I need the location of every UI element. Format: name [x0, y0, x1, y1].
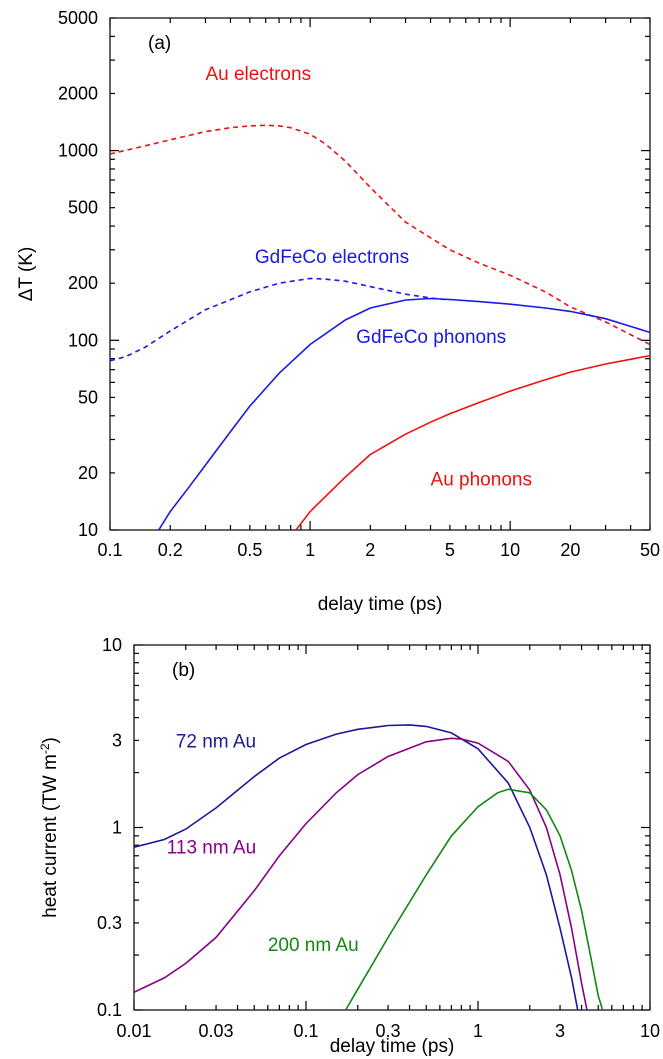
series-group: [110, 124, 650, 530]
series-line-gdfeco-electrons: [110, 277, 450, 362]
panel-label: (b): [172, 660, 195, 681]
y-tick-label: 1000: [58, 141, 98, 161]
series-line-au-phonons: [295, 354, 650, 530]
y-tick-label: 0.3: [97, 913, 122, 933]
y-tick-label: 5000: [58, 8, 98, 28]
y-tick-label: 50: [78, 387, 98, 407]
series-line-gdfeco-phonons: [157, 297, 650, 530]
series-label: Au electrons: [205, 64, 311, 85]
x-tick-label: 0.01: [116, 1021, 151, 1041]
series-line-113-nm-au: [134, 737, 588, 1010]
panel-label: (a): [148, 33, 171, 54]
x-axis-title: delay time (ps): [330, 1036, 455, 1057]
x-tick-label: 1: [305, 540, 315, 560]
series-line-72-nm-au: [134, 724, 579, 1010]
series-label: 200 nm Au: [268, 935, 359, 956]
y-axis-title: ΔT (K): [16, 247, 37, 302]
y-tick-label: 2000: [58, 83, 98, 103]
plot-frame: [109, 17, 651, 531]
x-tick-label: 2: [365, 540, 375, 560]
series-label: 113 nm Au: [167, 838, 256, 859]
y-tick-label: 1: [112, 818, 122, 838]
y-tick-label: 3: [112, 730, 122, 750]
panel-a: 0.1 0.2 0.5 1 2 5 10 20 50 10 20 50 100 200 500 1000 200…: [16, 8, 660, 615]
series-line-au-electrons: [110, 124, 650, 346]
x-tick-label: 50: [640, 540, 660, 560]
y-tick-label: 100: [68, 330, 98, 350]
series-label: GdFeCo phonons: [356, 327, 506, 348]
x-tick-label: 0.3: [376, 1021, 401, 1041]
x-tick-label: 0.03: [199, 1021, 234, 1041]
y-tick-label: 10: [102, 635, 122, 655]
x-tick-label: 0.1: [97, 540, 122, 560]
x-tick-label: 0.5: [237, 540, 262, 560]
series-group: [134, 724, 604, 1010]
y-axis-title: heat current (TW m-2): [38, 737, 61, 918]
series-label: Au phonons: [431, 469, 532, 490]
panel-b: 0.01 0.03 0.1 0.3 1 3 10 0.1 0.3 1 3 10 delay time (…: [38, 635, 660, 1057]
x-tick-label: 10: [640, 1021, 660, 1041]
x-tick-label: 3: [555, 1021, 565, 1041]
y-tick-label: 10: [78, 520, 98, 540]
x-tick-label: 0.1: [293, 1021, 318, 1041]
x-tick-label: 1: [473, 1021, 483, 1041]
y-tick-label: 200: [68, 273, 98, 293]
x-tick-label: 5: [445, 540, 455, 560]
plot-frame: [133, 644, 651, 1011]
y-tick-label: 0.1: [97, 1000, 122, 1020]
x-tick-label: 20: [560, 540, 580, 560]
series-label: GdFeCo electrons: [255, 247, 409, 268]
series-line-200-nm-au: [344, 788, 604, 1010]
series-label: 72 nm Au: [176, 731, 256, 752]
y-tick-label: 500: [68, 198, 98, 218]
y-tick-label: 20: [78, 463, 98, 483]
x-tick-label: 10: [500, 540, 520, 560]
x-tick-label: 0.2: [158, 540, 183, 560]
x-axis-title: delay time (ps): [318, 594, 443, 615]
